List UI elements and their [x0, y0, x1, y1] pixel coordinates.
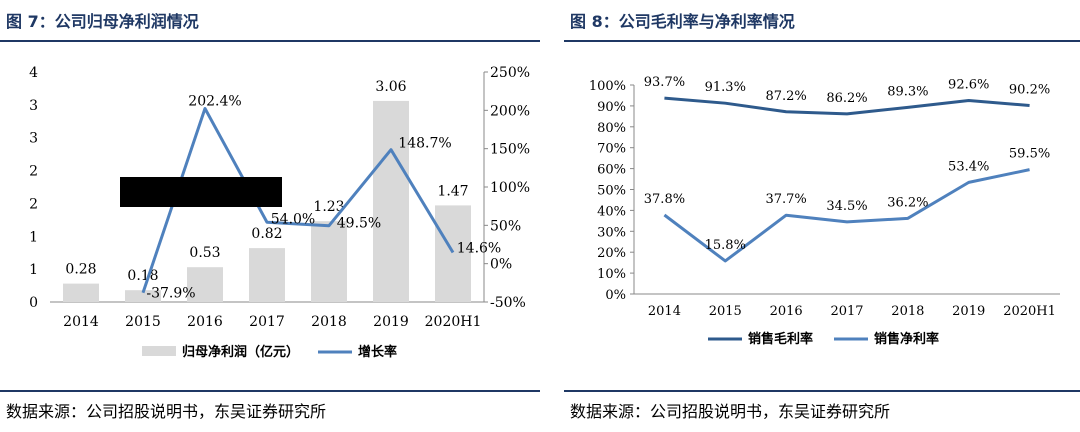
net-margin-label: 15.8%: [705, 238, 746, 253]
profit-bar: [63, 283, 99, 302]
gross-margin-label: 87.2%: [765, 89, 806, 104]
profit-bar-label: 0.53: [189, 245, 220, 261]
growth-point-label: 14.6%: [457, 240, 501, 256]
y-tick-label: 30%: [597, 225, 626, 240]
profit-bar: [311, 221, 347, 302]
profit-chart: 0 1 1 2 2 3 3 4 -50% 0% 50% 100% 150% 200% 250% 0.28 0.1…: [29, 65, 530, 360]
y-right-tick-label: 200%: [490, 103, 530, 119]
growth-line: [141, 106, 455, 294]
legend-net-label: 销售净利率: [874, 331, 939, 347]
y-left-tick-label: 3: [29, 98, 38, 114]
profit-bar: [435, 205, 471, 302]
profit-bar-label: 3.06: [375, 79, 406, 95]
growth-point-label: -37.9%: [146, 286, 195, 302]
y-left-tick-label: 0: [29, 295, 38, 311]
gross-margin-label: 86.2%: [826, 91, 867, 106]
net-margin-label: 37.8%: [644, 192, 685, 207]
growth-point-label: 202.4%: [188, 93, 241, 109]
net-margin-label: 34.5%: [826, 199, 867, 214]
x-tick-label: 2018: [891, 304, 924, 319]
y-tick-label: 40%: [597, 204, 626, 219]
figure-8-title: 图 8：公司毛利率与净利率情况: [570, 12, 795, 31]
x-tick-label: 2020H1: [425, 314, 482, 330]
growth-point-label: 148.7%: [398, 136, 451, 152]
gross-margin-line: [664, 96, 1030, 116]
y-right-tick-label: 50%: [490, 218, 521, 234]
y-left-tick-label: 3: [29, 131, 38, 147]
profit-bar: [125, 290, 161, 302]
legend-bar-label: 归母净利润（亿元）: [182, 344, 299, 360]
x-tick-label: 2020H1: [1003, 304, 1056, 319]
y-tick-label: 80%: [597, 121, 626, 136]
x-tick-label: 2017: [249, 314, 285, 330]
y-tick-label: 60%: [597, 163, 626, 178]
profit-bar-label: 0.18: [127, 268, 158, 284]
figure-7-panel: 图 7：公司归母净利润情况 0 1 1 2 2 3 3 4 -50% 0% 50% 100% 150% 2…: [0, 12, 540, 421]
y-right-tick-label: -50%: [490, 295, 526, 311]
y-tick-label: 90%: [597, 100, 626, 115]
x-tick-label: 2019: [952, 304, 985, 319]
y-left-tick-label: 2: [29, 164, 38, 180]
title-rule: [0, 40, 540, 42]
y-right-tick-label: 0%: [490, 257, 512, 273]
gross-margin-label: 92.6%: [948, 77, 989, 92]
y-right-tick-label: 250%: [490, 65, 530, 81]
net-margin-label: 53.4%: [948, 159, 989, 174]
net-margin-label: 36.2%: [887, 195, 928, 210]
profit-bar-label: 0.28: [65, 262, 96, 278]
figure-7-source: 数据来源：公司招股说明书，东吴证券研究所: [6, 402, 327, 421]
x-tick-label: 2014: [648, 304, 681, 319]
legend-line-label: 增长率: [358, 344, 397, 360]
x-tick-label: 2015: [125, 314, 161, 330]
x-tick-label: 2017: [830, 304, 863, 319]
x-tick-label: 2016: [187, 314, 223, 330]
y-right-tick-label: 150%: [490, 142, 530, 158]
y-left-tick-label: 4: [29, 65, 38, 81]
margin-chart: 0% 10% 20% 30% 40% 50% 60% 70% 80% 90% 100% 2014 201…: [589, 75, 1060, 347]
y-tick-label: 100%: [589, 79, 626, 94]
y-tick-label: 20%: [597, 246, 626, 261]
net-margin-label: 37.7%: [765, 192, 806, 207]
profit-bar-label: 0.82: [251, 226, 282, 242]
profit-bar-label: 1.23: [313, 199, 344, 215]
profit-bar: [373, 100, 409, 303]
title-rule: [564, 40, 1080, 42]
profit-bar: [249, 248, 285, 302]
y-right-tick-label: 100%: [490, 180, 530, 196]
net-margin-label: 59.5%: [1009, 147, 1050, 162]
x-tick-label: 2015: [709, 304, 742, 319]
legend-gross-label: 销售毛利率: [748, 331, 813, 347]
y-left-tick-label: 2: [29, 196, 38, 212]
gross-margin-label: 89.3%: [887, 84, 928, 99]
profit-bar: [187, 267, 223, 302]
figure-7-title: 图 7：公司归母净利润情况: [6, 12, 199, 31]
profit-bar-label: 1.47: [437, 183, 468, 199]
legend-bar-swatch: [142, 346, 176, 356]
gross-margin-label: 90.2%: [1009, 82, 1050, 97]
y-tick-label: 70%: [597, 142, 626, 157]
y-tick-label: 10%: [597, 267, 626, 282]
x-tick-label: 2018: [311, 314, 347, 330]
redaction-block: [120, 177, 282, 207]
y-tick-label: 0%: [605, 288, 626, 303]
growth-point-label: 49.5%: [337, 216, 381, 232]
y-left-tick-label: 1: [29, 229, 38, 245]
source-rule: [564, 390, 1080, 392]
x-tick-label: 2016: [770, 304, 803, 319]
source-rule: [0, 390, 540, 392]
figure-8-source: 数据来源：公司招股说明书，东吴证券研究所: [570, 402, 891, 421]
x-tick-label: 2014: [63, 314, 99, 330]
y-tick-label: 50%: [597, 184, 626, 199]
gross-margin-label: 91.3%: [705, 80, 746, 95]
net-margin-line: [663, 168, 1030, 263]
gross-margin-label: 93.7%: [644, 75, 685, 90]
y-left-tick-label: 1: [29, 262, 38, 278]
growth-point-label: 54.0%: [271, 211, 315, 227]
figure-8-panel: 图 8：公司毛利率与净利率情况 0% 10% 20% 30% 40% 50% 60% 70% 8…: [564, 0, 1080, 432]
x-tick-label: 2019: [373, 314, 409, 330]
